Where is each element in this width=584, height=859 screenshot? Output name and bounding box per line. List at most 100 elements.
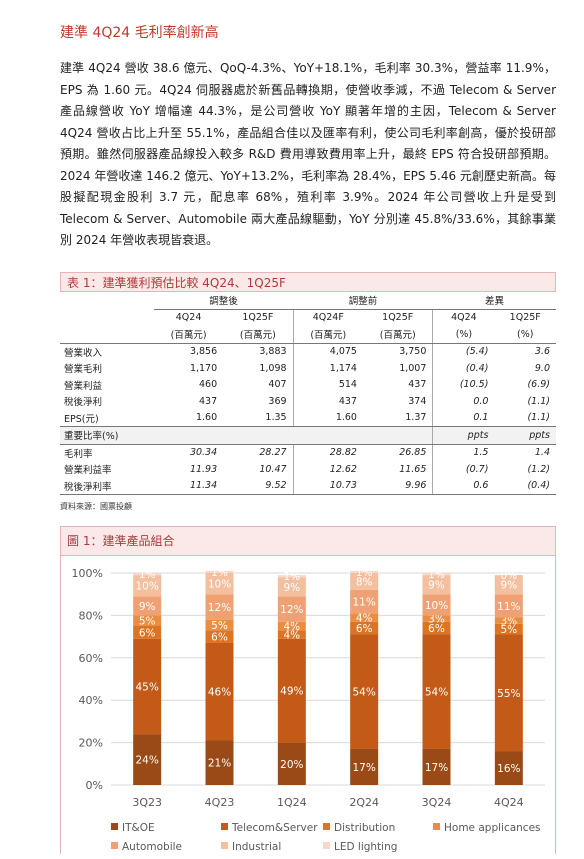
earnings-table-box: 表 1：建準獲利預估比較 4Q24、1Q25F 調整後 調整前 差異 4Q24 … <box>60 272 556 495</box>
bar-segment <box>277 630 306 639</box>
bar-segment <box>277 575 306 578</box>
data-label: 1% <box>356 567 373 579</box>
section-unit: ppts <box>432 426 495 445</box>
data-label: 4% <box>356 613 373 625</box>
table-cell: 10.47 <box>259 463 287 475</box>
table-row: 營業毛利 1,170 1,098 1,174 1,007 (0.4) 9.0 <box>60 360 556 377</box>
section-label: 重要比率(%) <box>60 426 433 445</box>
bar-segment <box>350 748 379 785</box>
data-label: 1% <box>139 569 156 581</box>
data-label: 55% <box>497 688 520 700</box>
legend-label: IT&OE <box>122 822 155 834</box>
table-cell: (1.1) <box>494 409 556 427</box>
table-section-row: 重要比率(%) ppts ppts <box>60 426 556 445</box>
row-label: 毛利率 <box>64 448 93 460</box>
legend-swatch <box>323 842 330 849</box>
y-tick-label: 60% <box>79 652 103 665</box>
bar-segment <box>133 615 162 626</box>
table-cell: 3.6 <box>534 346 550 358</box>
data-label: 4% <box>283 621 300 633</box>
legend-swatch <box>111 823 118 830</box>
data-label: 8% <box>356 576 373 588</box>
data-label: 17% <box>425 762 448 774</box>
data-label: 17% <box>352 762 375 774</box>
row-label: 營業毛利 <box>64 364 103 376</box>
x-tick-label: 3Q23 <box>132 796 162 809</box>
table-cell: 9.96 <box>362 477 433 495</box>
y-tick-label: 40% <box>79 694 103 707</box>
table-cell: 1.35 <box>223 409 294 427</box>
y-tick-label: 20% <box>79 737 103 750</box>
data-label: 10% <box>135 581 158 593</box>
x-tick-label: 2Q24 <box>349 796 379 809</box>
table-cell: 1,098 <box>259 362 287 374</box>
legend-swatch <box>111 842 118 849</box>
data-label: 46% <box>208 687 231 699</box>
table-cell: 30.34 <box>189 447 218 459</box>
column-unit: (百萬元) <box>292 326 363 344</box>
table-cell: (1.1) <box>527 395 550 407</box>
article-title: 建準 4Q24 毛利率創新高 <box>60 25 219 41</box>
table-cell: (0.7) <box>432 461 495 478</box>
column-unit: (百萬元) <box>223 326 294 344</box>
data-label: 5% <box>500 624 517 636</box>
data-label: 6% <box>356 623 373 635</box>
bar-segment <box>133 626 162 639</box>
table-cell: 0.1 <box>432 409 495 427</box>
table-cell: 1.5 <box>432 444 495 461</box>
group-header-adjusted: 調整後 <box>154 292 294 310</box>
bar-segment <box>494 575 523 595</box>
data-label: 1% <box>211 567 228 579</box>
data-label: 6% <box>428 623 445 635</box>
bar-segment <box>205 594 234 620</box>
legend-label: LED lighting <box>334 841 397 853</box>
x-tick-label: 4Q23 <box>205 796 235 809</box>
table-row: EPS(元) 1.60 1.35 1.60 1.37 0.1 (1.1) <box>60 409 556 427</box>
bar-segment <box>205 642 234 741</box>
table-cell: 11.65 <box>399 463 427 475</box>
legend-label: Automobile <box>122 841 182 853</box>
row-label: 營業利益 <box>64 380 103 392</box>
bar-segment <box>277 742 306 785</box>
section-unit: ppts <box>494 426 556 445</box>
bar-segment <box>133 638 162 735</box>
table-source: 資料來源：國票投顧 <box>60 502 132 511</box>
table-cell: (0.4) <box>432 360 495 377</box>
data-label: 45% <box>135 681 158 693</box>
bar-segment <box>205 740 234 785</box>
table-cell: 369 <box>268 395 287 407</box>
table-row: 稅後淨利率 11.34 9.52 10.73 9.96 0.6 (0.4) <box>60 477 556 495</box>
bar-segment <box>205 630 234 643</box>
bar-segment <box>494 594 523 618</box>
bar-segment <box>133 573 162 576</box>
legend-swatch <box>433 823 440 830</box>
bar-segment <box>494 634 523 752</box>
column-period: 4Q24F <box>292 309 363 326</box>
table-cell: (0.4) <box>494 477 556 495</box>
table-cell: 1.4 <box>534 447 550 459</box>
x-tick-label: 4Q24 <box>494 796 524 809</box>
data-label: 10% <box>425 600 448 612</box>
table-cell: 10.73 <box>292 477 363 495</box>
column-unit: (%) <box>432 326 495 344</box>
bar-segment <box>494 751 523 785</box>
column-unit: (百萬元) <box>154 326 224 344</box>
table-cell: 0.6 <box>432 477 495 495</box>
column-unit: (百萬元) <box>362 326 433 344</box>
data-label: 6% <box>211 632 228 644</box>
legend-label: Industrial <box>232 841 281 853</box>
table-cell: 514 <box>292 376 363 393</box>
x-tick-label: 3Q24 <box>422 796 452 809</box>
bar-segment <box>277 621 306 631</box>
table-cell: 11.93 <box>189 463 218 475</box>
legend-swatch <box>221 842 228 849</box>
group-header-original: 調整前 <box>293 292 433 310</box>
table-row: 營業利益 460 407 514 437 (10.5) (6.9) <box>60 376 556 393</box>
column-period: 4Q24 <box>432 309 495 326</box>
table-cell: (5.4) <box>432 343 495 360</box>
data-label: 54% <box>352 687 375 699</box>
y-tick-label: 100% <box>72 567 103 580</box>
bar-segment <box>133 575 162 597</box>
data-label: 49% <box>280 686 303 698</box>
table-cell: (1.2) <box>527 463 550 475</box>
